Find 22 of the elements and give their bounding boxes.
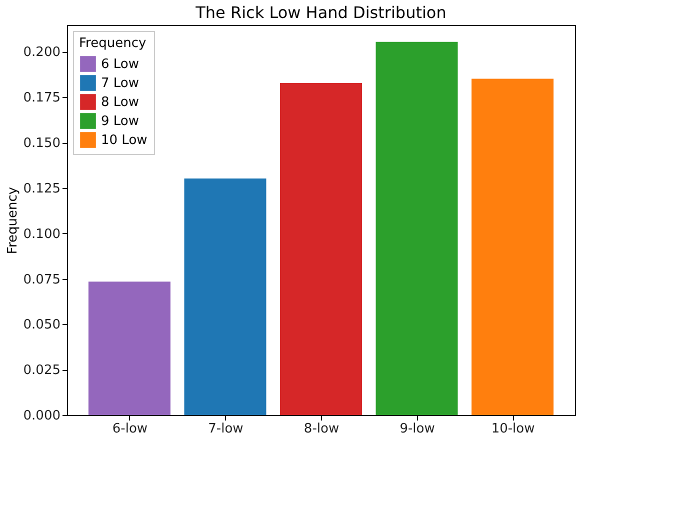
y-tick-label: 0.100: [23, 226, 60, 242]
legend-label: 7 Low: [101, 76, 140, 91]
legend-label: 6 Low: [101, 57, 140, 72]
legend-title: Frequency: [79, 36, 146, 51]
x-tick-label: 8-low: [304, 422, 340, 436]
y-tick-label: 0.050: [23, 318, 60, 333]
legend-label: 9 Low: [101, 114, 140, 129]
y-tick-label: 0.150: [23, 136, 60, 152]
y-tick-label: 0.025: [23, 363, 60, 378]
y-tick-label: 0.200: [23, 45, 60, 60]
y-tick-label: 0.125: [23, 181, 60, 196]
legend-label: 8 Low: [101, 95, 140, 110]
x-tick-label: 9-low: [400, 422, 436, 436]
y-axis-title: Frequency: [5, 186, 20, 254]
x-tick-label: 10-low: [491, 422, 536, 436]
chart-title: The Rick Low Hand Distribution: [194, 3, 446, 22]
y-tick-label: 0.000: [23, 408, 60, 424]
legend-label: 10 Low: [101, 133, 148, 148]
x-tick-label: 7-low: [208, 422, 244, 436]
x-tick-label: 6-low: [112, 422, 148, 436]
y-tick-label: 0.075: [23, 272, 60, 288]
y-tick-label: 0.175: [23, 90, 60, 106]
